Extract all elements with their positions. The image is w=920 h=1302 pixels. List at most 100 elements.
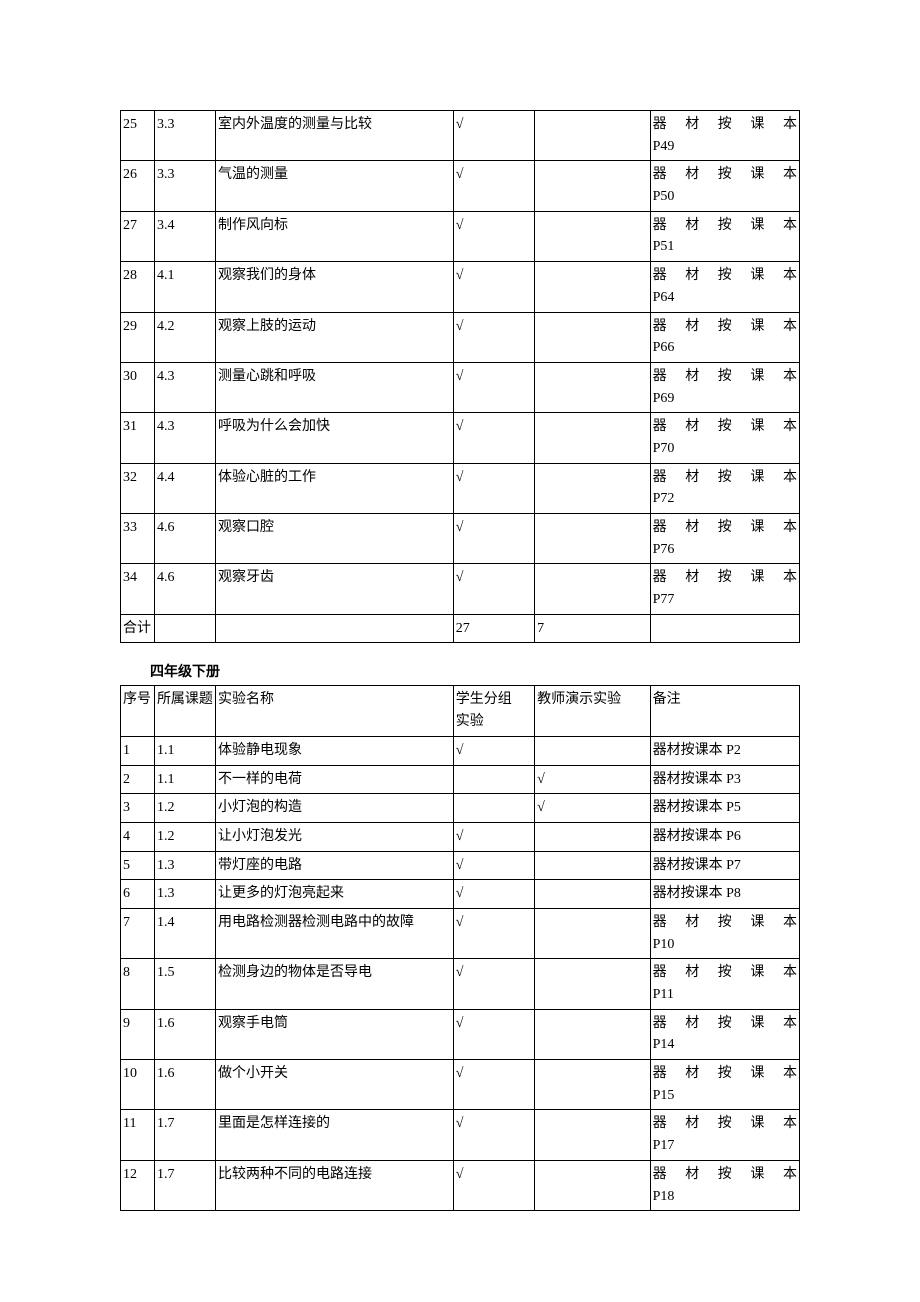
- cell-teacher: [535, 1160, 650, 1210]
- table-row: 11.1体验静电现象√器材按课本 P2: [121, 736, 800, 765]
- cell-teacher: [535, 111, 650, 161]
- cell-teacher: [535, 262, 650, 312]
- cell-empty: [216, 614, 454, 643]
- cell-student: √: [453, 851, 534, 880]
- cell-name: 观察口腔: [216, 514, 454, 564]
- notes-suffix: P51: [653, 236, 797, 258]
- cell-teacher: [535, 908, 650, 958]
- cell-teacher: [535, 959, 650, 1009]
- cell-notes: 器材按课本 P6: [650, 822, 799, 851]
- cell-student: √: [453, 362, 534, 412]
- cell-empty: [650, 614, 799, 643]
- cell-name: 室内外温度的测量与比较: [216, 111, 454, 161]
- cell-seq: 7: [121, 908, 155, 958]
- cell-notes: 器材按课本 P3: [650, 765, 799, 794]
- cell-name: 用电路检测器检测电路中的故障: [216, 908, 454, 958]
- cell-notes: 器材按课本P17: [650, 1110, 799, 1160]
- cell-student: √: [453, 413, 534, 463]
- notes-prefix: 器材按课本: [653, 517, 797, 539]
- cell-name: 检测身边的物体是否导电: [216, 959, 454, 1009]
- cell-topic: 1.7: [154, 1160, 215, 1210]
- cell-topic: 1.1: [154, 736, 215, 765]
- header-name: 实验名称: [216, 686, 454, 736]
- experiments-table-1: 253.3室内外温度的测量与比较√器材按课本P49263.3气温的测量√器材按课…: [120, 110, 800, 643]
- cell-notes: 器材按课本P69: [650, 362, 799, 412]
- cell-seq: 4: [121, 822, 155, 851]
- cell-student: [453, 765, 534, 794]
- cell-student: √: [453, 161, 534, 211]
- cell-name: 制作风向标: [216, 211, 454, 261]
- notes-suffix: P69: [653, 388, 797, 410]
- cell-seq: 30: [121, 362, 155, 412]
- cell-topic: 1.4: [154, 908, 215, 958]
- cell-topic: 1.2: [154, 794, 215, 823]
- cell-notes: 器材按课本 P5: [650, 794, 799, 823]
- cell-topic: 4.6: [154, 564, 215, 614]
- cell-topic: 4.2: [154, 312, 215, 362]
- cell-seq: 3: [121, 794, 155, 823]
- cell-topic: 1.6: [154, 1009, 215, 1059]
- cell-name: 体验静电现象: [216, 736, 454, 765]
- table-row: 273.4制作风向标√器材按课本P51: [121, 211, 800, 261]
- cell-notes: 器材按课本P50: [650, 161, 799, 211]
- notes-suffix: P14: [653, 1034, 797, 1056]
- cell-student: √: [453, 908, 534, 958]
- table-row: 61.3让更多的灯泡亮起来√器材按课本 P8: [121, 880, 800, 909]
- cell-student: [453, 794, 534, 823]
- cell-teacher: [535, 851, 650, 880]
- cell-student: √: [453, 1009, 534, 1059]
- notes-suffix: P11: [653, 984, 797, 1006]
- table-row: 81.5检测身边的物体是否导电√器材按课本P11: [121, 959, 800, 1009]
- notes-suffix: P76: [653, 539, 797, 561]
- cell-name: 观察手电筒: [216, 1009, 454, 1059]
- table-row: 71.4用电路检测器检测电路中的故障√器材按课本P10: [121, 908, 800, 958]
- table-row: 121.7比较两种不同的电路连接√器材按课本P18: [121, 1160, 800, 1210]
- cell-name: 里面是怎样连接的: [216, 1110, 454, 1160]
- cell-empty: [154, 614, 215, 643]
- cell-notes: 器材按课本P18: [650, 1160, 799, 1210]
- notes-suffix: P50: [653, 186, 797, 208]
- table-row: 284.1观察我们的身体√器材按课本P64: [121, 262, 800, 312]
- cell-name: 不一样的电荷: [216, 765, 454, 794]
- cell-teacher: [535, 736, 650, 765]
- cell-topic: 4.1: [154, 262, 215, 312]
- cell-student: √: [453, 1060, 534, 1110]
- cell-notes: 器材按课本P77: [650, 564, 799, 614]
- table-row: 41.2让小灯泡发光√器材按课本 P6: [121, 822, 800, 851]
- cell-notes: 器材按课本 P7: [650, 851, 799, 880]
- cell-topic: 1.2: [154, 822, 215, 851]
- notes-prefix: 器材按课本: [653, 114, 797, 136]
- header-topic: 所属课题: [154, 686, 215, 736]
- cell-name: 做个小开关: [216, 1060, 454, 1110]
- cell-name: 让小灯泡发光: [216, 822, 454, 851]
- cell-teacher: [535, 822, 650, 851]
- table-row: 334.6观察口腔√器材按课本P76: [121, 514, 800, 564]
- cell-topic: 1.5: [154, 959, 215, 1009]
- cell-student: √: [453, 1160, 534, 1210]
- header-student: 学生分组实验: [453, 686, 534, 736]
- cell-notes: 器材按课本P72: [650, 463, 799, 513]
- notes-prefix: 器材按课本: [653, 366, 797, 388]
- cell-topic: 3.4: [154, 211, 215, 261]
- cell-topic: 1.3: [154, 880, 215, 909]
- table-row: 253.3室内外温度的测量与比较√器材按课本P49: [121, 111, 800, 161]
- cell-topic: 3.3: [154, 161, 215, 211]
- notes-suffix: P66: [653, 337, 797, 359]
- cell-topic: 1.7: [154, 1110, 215, 1160]
- cell-notes: 器材按课本P15: [650, 1060, 799, 1110]
- cell-notes: 器材按课本P14: [650, 1009, 799, 1059]
- cell-topic: 4.3: [154, 413, 215, 463]
- table-header-row: 序号所属课题实验名称学生分组实验教师演示实验备注: [121, 686, 800, 736]
- cell-topic: 1.3: [154, 851, 215, 880]
- cell-notes: 器材按课本 P8: [650, 880, 799, 909]
- notes-prefix: 器材按课本: [653, 1164, 797, 1186]
- cell-seq: 26: [121, 161, 155, 211]
- cell-seq: 34: [121, 564, 155, 614]
- cell-seq: 29: [121, 312, 155, 362]
- cell-student: √: [453, 211, 534, 261]
- cell-name: 观察我们的身体: [216, 262, 454, 312]
- cell-seq: 2: [121, 765, 155, 794]
- notes-suffix: P18: [653, 1186, 797, 1208]
- notes-suffix: P64: [653, 287, 797, 309]
- notes-prefix: 器材按课本: [653, 316, 797, 338]
